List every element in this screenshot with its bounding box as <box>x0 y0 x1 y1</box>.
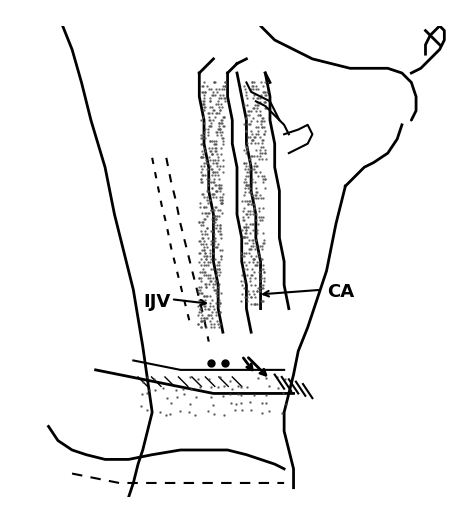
Text: CA: CA <box>327 283 354 301</box>
Text: IJV: IJV <box>143 292 171 311</box>
